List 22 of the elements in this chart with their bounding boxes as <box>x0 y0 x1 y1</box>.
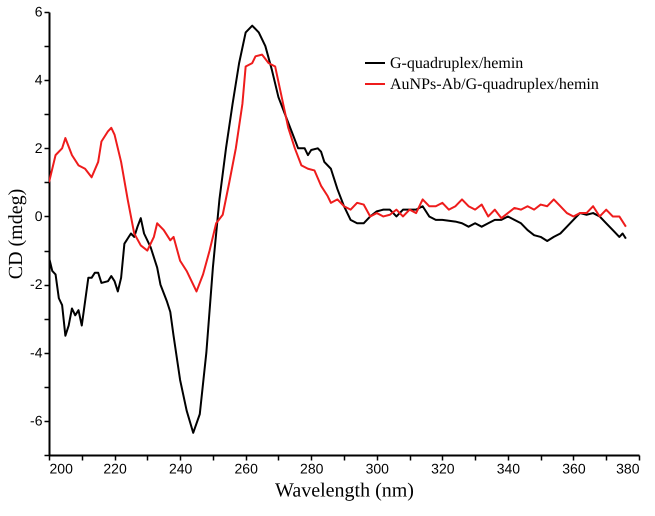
y-tick-label: -4 <box>30 344 43 360</box>
x-tick-label: 200 <box>50 460 74 476</box>
y-tick-label: 4 <box>34 72 43 88</box>
x-tick-label: 300 <box>366 460 390 476</box>
y-tick-label: -6 <box>30 412 43 428</box>
y-tick-label: 6 <box>34 4 43 20</box>
x-tick-label: 340 <box>496 460 520 476</box>
x-tick-label: 280 <box>300 460 324 476</box>
y-tick-label: 0 <box>34 208 43 224</box>
y-tick-label: -2 <box>30 276 43 292</box>
x-tick-label: 240 <box>168 460 193 476</box>
line-series <box>49 54 627 292</box>
x-tick-label: 260 <box>234 460 258 476</box>
y-tick-label: 2 <box>34 140 43 156</box>
x-tick-label: 320 <box>431 460 455 476</box>
x-tick-label: 360 <box>562 460 586 476</box>
legend-label: AuNPs-Ab/G-quadruplex/hemin <box>390 76 599 93</box>
x-tick-label: 380 <box>616 460 640 476</box>
legend-label: G-quadruplex/hemin <box>390 55 524 72</box>
x-tick-label: 220 <box>103 460 127 476</box>
y-axis-title: CD (mdeg) <box>5 188 28 280</box>
x-axis-title: Wavelength (nm) <box>275 480 414 502</box>
